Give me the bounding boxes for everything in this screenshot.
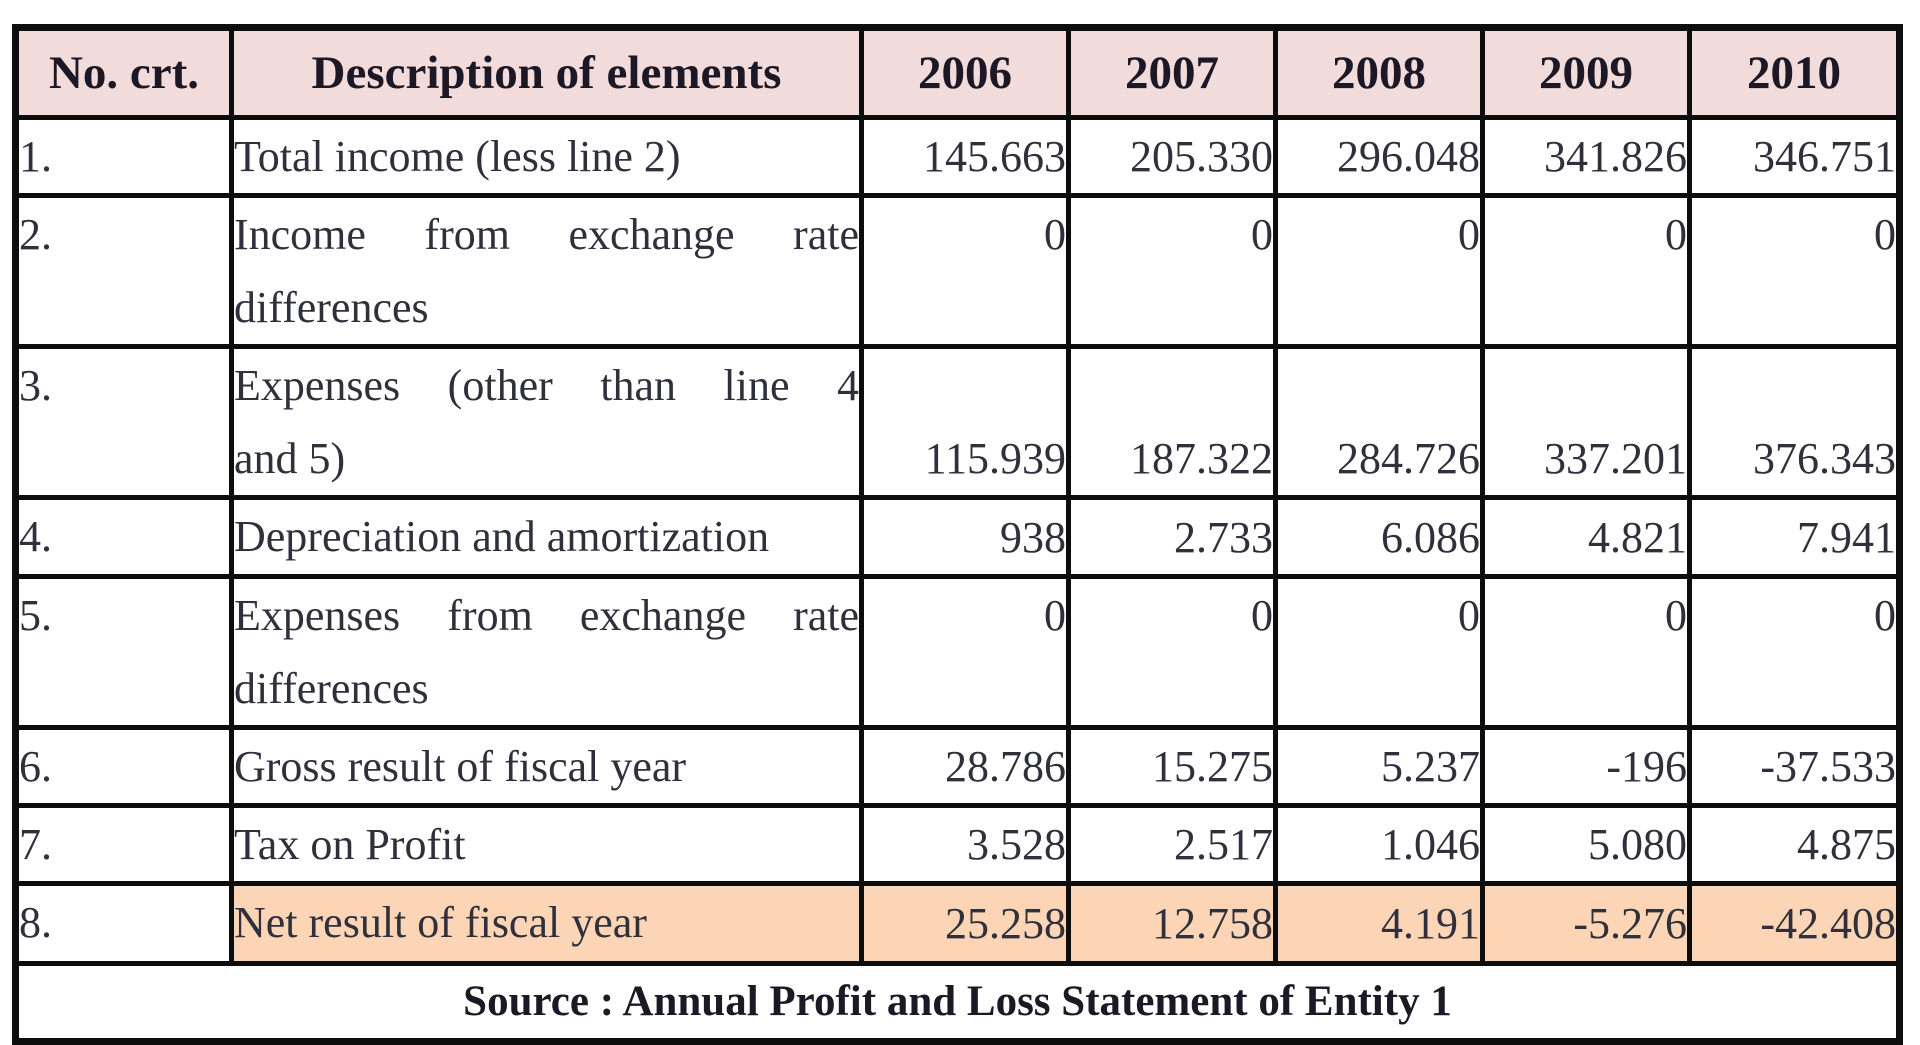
- row-number-cell: 5.: [13, 574, 234, 731]
- value-cell-2006: 0: [859, 193, 1071, 350]
- description-cell: Expenses from exchange rate differences: [229, 574, 864, 731]
- column-header-2010: 2010: [1687, 25, 1902, 120]
- value-cell-2009: 0: [1480, 193, 1692, 350]
- column-header-2008: 2008: [1273, 25, 1485, 120]
- value-cell-2010: 4.875: [1687, 803, 1902, 887]
- description-cell: Tax on Profit: [229, 803, 864, 887]
- table-row-8: 8. Net result of fiscal year 25.258 12.758 4…: [13, 881, 1902, 967]
- value-cell-2010: -37.533: [1687, 725, 1902, 809]
- table-source-note: Source : Annual Profit and Loss Statemen…: [13, 961, 1902, 1044]
- source-row: Source : Annual Profit and Loss Statemen…: [13, 961, 1902, 1044]
- value-cell-2010: 0: [1687, 574, 1902, 731]
- value-cell-2006: 938: [859, 495, 1071, 580]
- table-row-6: 6. Gross result of fiscal year 28.786 15.27…: [13, 725, 1902, 809]
- description-line: Expenses (other than line 4: [234, 361, 859, 411]
- value-cell-2009: -5.276: [1480, 881, 1692, 967]
- description-line: differences: [234, 664, 429, 714]
- row-number-cell: 1.: [13, 114, 234, 199]
- profit-loss-table: No. crt. Description of elements 2006 2007 2…: [12, 24, 1903, 1045]
- description-cell: Depreciation and amortization: [229, 495, 864, 580]
- value-cell-2010: -42.408: [1687, 881, 1902, 967]
- description-line: Income from exchange rate: [234, 210, 859, 260]
- value-cell-2008: 296.048: [1273, 114, 1485, 199]
- description-line: Total income (less line 2): [234, 132, 681, 181]
- row-number-cell: 4.: [13, 495, 234, 580]
- value-cell-2009: 341.826: [1480, 114, 1692, 199]
- description-cell: Expenses (other than line 4 and 5): [229, 344, 864, 501]
- value-cell-2008: 0: [1273, 574, 1485, 731]
- value-cell-2010: 346.751: [1687, 114, 1902, 199]
- value-cell-2006: 0: [859, 574, 1071, 731]
- description-line: Tax on Profit: [234, 820, 466, 870]
- column-header-no-crt: No. crt.: [13, 25, 234, 120]
- value-cell-2006: 3.528: [859, 803, 1071, 887]
- column-header-2006: 2006: [859, 25, 1071, 120]
- financial-table-container: No. crt. Description of elements 2006 2007 2…: [12, 24, 1903, 1045]
- value-cell-2010: 0: [1687, 193, 1902, 350]
- table-row-3: 3. Expenses (other than line 4 and 5) 115.9…: [13, 344, 1902, 501]
- row-number-cell: 2.: [13, 193, 234, 350]
- table-row-2: 2. Income from exchange rate differences 0 0…: [13, 193, 1902, 350]
- value-cell-2007: 187.322: [1066, 344, 1278, 501]
- value-cell-2008: 1.046: [1273, 803, 1485, 887]
- table-row-4: 4. Depreciation and amortization 938 2.733 6…: [13, 495, 1902, 580]
- description-line: and 5): [234, 434, 346, 484]
- value-cell-2008: 0: [1273, 193, 1485, 350]
- column-header-2009: 2009: [1480, 25, 1692, 120]
- row-number-cell: 7.: [13, 803, 234, 887]
- value-cell-2007: 0: [1066, 574, 1278, 731]
- description-line: Gross result of fiscal year: [234, 742, 687, 792]
- value-cell-2009: 5.080: [1480, 803, 1692, 887]
- header-row: No. crt. Description of elements 2006 2007 2…: [13, 25, 1902, 120]
- value-cell-2009: 4.821: [1480, 495, 1692, 580]
- value-cell-2009: 0: [1480, 574, 1692, 731]
- value-cell-2008: 284.726: [1273, 344, 1485, 501]
- value-cell-2008: 6.086: [1273, 495, 1485, 580]
- value-cell-2006: 115.939: [859, 344, 1071, 501]
- value-cell-2008: 5.237: [1273, 725, 1485, 809]
- column-header-description: Description of elements: [229, 25, 864, 120]
- value-cell-2006: 145.663: [859, 114, 1071, 199]
- description-line: Net result of fiscal year: [234, 898, 647, 948]
- value-cell-2007: 205.330: [1066, 114, 1278, 199]
- value-cell-2010: 7.941: [1687, 495, 1902, 580]
- column-header-2007: 2007: [1066, 25, 1278, 120]
- value-cell-2010: 376.343: [1687, 344, 1902, 501]
- row-number-cell: 8.: [13, 881, 234, 967]
- table-row-7: 7. Tax on Profit 3.528 2.517 1.046 5.080 4.875: [13, 803, 1902, 887]
- value-cell-2006: 28.786: [859, 725, 1071, 809]
- value-cell-2007: 2.517: [1066, 803, 1278, 887]
- value-cell-2009: 337.201: [1480, 344, 1692, 501]
- description-cell: Income from exchange rate differences: [229, 193, 864, 350]
- row-number-cell: 3.: [13, 344, 234, 501]
- description-cell: Net result of fiscal year: [229, 881, 864, 967]
- value-cell-2007: 15.275: [1066, 725, 1278, 809]
- description-cell: Total income (less line 2): [229, 114, 864, 199]
- description-line: Depreciation and amortization: [234, 512, 770, 562]
- value-cell-2007: 0: [1066, 193, 1278, 350]
- value-cell-2007: 2.733: [1066, 495, 1278, 580]
- description-cell: Gross result of fiscal year: [229, 725, 864, 809]
- description-line: differences: [234, 283, 429, 333]
- description-line: Expenses from exchange rate: [234, 591, 859, 641]
- row-number-cell: 6.: [13, 725, 234, 809]
- table-row-5: 5. Expenses from exchange rate differences…: [13, 574, 1902, 731]
- value-cell-2007: 12.758: [1066, 881, 1278, 967]
- value-cell-2006: 25.258: [859, 881, 1071, 967]
- value-cell-2009: -196: [1480, 725, 1692, 809]
- table-row-1: 1. Total income (less line 2) 145.663 205.3…: [13, 114, 1902, 199]
- value-cell-2008: 4.191: [1273, 881, 1485, 967]
